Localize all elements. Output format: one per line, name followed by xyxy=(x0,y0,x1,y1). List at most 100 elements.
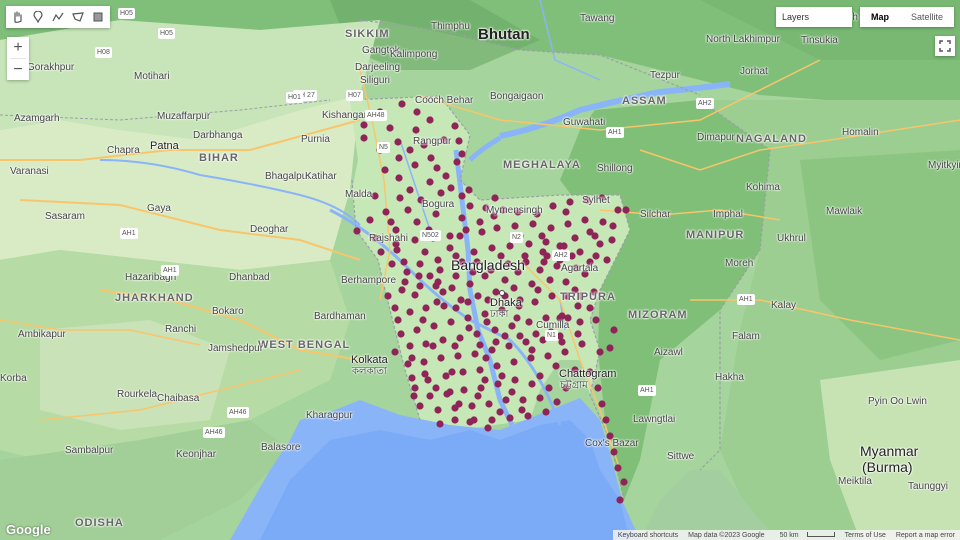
map-marker[interactable] xyxy=(427,154,435,162)
map-marker[interactable] xyxy=(476,341,484,349)
map-marker[interactable] xyxy=(522,258,530,266)
map-marker[interactable] xyxy=(415,272,423,280)
map-marker[interactable] xyxy=(491,326,499,334)
map-marker[interactable] xyxy=(432,384,440,392)
map-marker[interactable] xyxy=(439,288,447,296)
map-marker[interactable] xyxy=(388,260,396,268)
line-icon[interactable] xyxy=(48,7,68,27)
map-marker[interactable] xyxy=(473,330,481,338)
map-marker[interactable] xyxy=(497,252,505,260)
map-marker[interactable] xyxy=(471,350,479,358)
map-marker[interactable] xyxy=(496,408,504,416)
map-marker[interactable] xyxy=(578,340,586,348)
map-marker[interactable] xyxy=(527,354,535,362)
map-marker[interactable] xyxy=(614,206,622,214)
map-marker[interactable] xyxy=(384,292,392,300)
map-marker[interactable] xyxy=(544,352,552,360)
map-marker[interactable] xyxy=(433,298,441,306)
map-marker[interactable] xyxy=(424,376,432,384)
map-marker[interactable] xyxy=(394,316,402,324)
map-marker[interactable] xyxy=(598,400,606,408)
map-marker[interactable] xyxy=(411,236,419,244)
map-marker[interactable] xyxy=(371,192,379,200)
map-marker[interactable] xyxy=(395,154,403,162)
map-marker[interactable] xyxy=(371,234,379,242)
map-marker[interactable] xyxy=(432,210,440,218)
map-marker[interactable] xyxy=(395,174,403,182)
map-marker[interactable] xyxy=(539,248,547,256)
map-marker[interactable] xyxy=(562,208,570,216)
map-marker[interactable] xyxy=(506,414,514,422)
map-marker[interactable] xyxy=(522,338,530,346)
map-marker[interactable] xyxy=(508,388,516,396)
map-marker[interactable] xyxy=(417,196,425,204)
map-marker[interactable] xyxy=(453,158,461,166)
map-marker[interactable] xyxy=(397,330,405,338)
map-marker[interactable] xyxy=(492,338,500,346)
map-marker[interactable] xyxy=(434,256,442,264)
map-marker[interactable] xyxy=(514,268,522,276)
map-marker[interactable] xyxy=(451,342,459,350)
map-marker[interactable] xyxy=(590,288,598,296)
map-marker[interactable] xyxy=(561,348,569,356)
map-marker[interactable] xyxy=(571,366,579,374)
hand-icon[interactable] xyxy=(8,7,28,27)
map-marker[interactable] xyxy=(386,124,394,132)
map-marker[interactable] xyxy=(525,240,533,248)
map-marker[interactable] xyxy=(393,246,401,254)
map-marker[interactable] xyxy=(606,344,614,352)
map-marker[interactable] xyxy=(470,248,478,256)
map-marker[interactable] xyxy=(556,242,564,250)
map-marker[interactable] xyxy=(484,296,492,304)
map-marker[interactable] xyxy=(419,316,427,324)
map-marker[interactable] xyxy=(437,189,445,197)
map-marker[interactable] xyxy=(454,352,462,360)
map-marker[interactable] xyxy=(515,302,523,310)
map-marker[interactable] xyxy=(501,332,509,340)
map-marker[interactable] xyxy=(602,416,610,424)
map-marker[interactable] xyxy=(400,258,408,266)
map-marker[interactable] xyxy=(548,292,556,300)
map-marker[interactable] xyxy=(510,284,518,292)
map-marker[interactable] xyxy=(458,214,466,222)
map-marker[interactable] xyxy=(571,234,579,242)
map-marker[interactable] xyxy=(576,248,584,256)
map-marker[interactable] xyxy=(452,272,460,280)
map-marker[interactable] xyxy=(528,280,536,288)
map-marker[interactable] xyxy=(563,292,571,300)
map-marker[interactable] xyxy=(416,260,424,268)
map-marker[interactable] xyxy=(553,262,561,270)
map-marker[interactable] xyxy=(411,384,419,392)
map-marker[interactable] xyxy=(531,298,539,306)
map-marker[interactable] xyxy=(499,206,507,214)
map-marker[interactable] xyxy=(516,332,524,340)
map-marker[interactable] xyxy=(596,240,604,248)
map-marker[interactable] xyxy=(460,386,468,394)
map-marker[interactable] xyxy=(360,134,368,142)
map-marker[interactable] xyxy=(481,272,489,280)
map-marker[interactable] xyxy=(620,478,628,486)
map-marker[interactable] xyxy=(536,394,544,402)
keyboard-shortcuts-link[interactable]: Keyboard shortcuts xyxy=(617,531,679,539)
map-marker[interactable] xyxy=(539,336,547,344)
map-marker[interactable] xyxy=(466,280,474,288)
map-marker[interactable] xyxy=(540,258,548,266)
map-marker[interactable] xyxy=(488,244,496,252)
map-marker[interactable] xyxy=(396,194,404,202)
map-marker[interactable] xyxy=(529,220,537,228)
map-marker[interactable] xyxy=(603,256,611,264)
map-marker[interactable] xyxy=(406,186,414,194)
map-marker[interactable] xyxy=(436,420,444,428)
map-marker[interactable] xyxy=(591,232,599,240)
map-marker[interactable] xyxy=(408,374,416,382)
map-marker[interactable] xyxy=(481,310,489,318)
map-marker[interactable] xyxy=(412,126,420,134)
map-marker[interactable] xyxy=(514,208,522,216)
map-marker[interactable] xyxy=(421,370,429,378)
map-marker[interactable] xyxy=(592,316,600,324)
map-marker[interactable] xyxy=(387,218,395,226)
map-marker[interactable] xyxy=(442,172,450,180)
map-marker[interactable] xyxy=(574,330,582,338)
map-marker[interactable] xyxy=(609,222,617,230)
map-marker[interactable] xyxy=(592,252,600,260)
